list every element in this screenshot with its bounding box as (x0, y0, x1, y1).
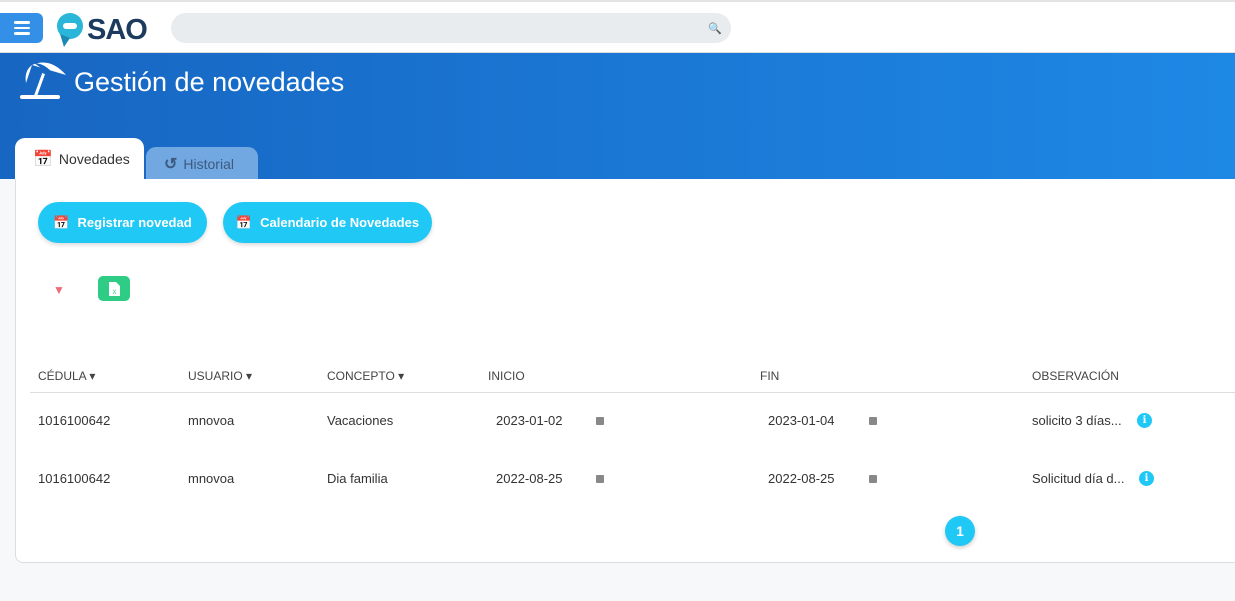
calendar-icon: 📅 (33, 151, 53, 168)
tab-historial[interactable]: ↺ Historial (146, 147, 258, 180)
info-icon[interactable]: i (1137, 413, 1152, 428)
column-header-cedula[interactable]: CÉDULA ▾ (38, 369, 96, 383)
column-header-usuario[interactable]: USUARIO ▾ (188, 369, 253, 383)
header-divider (30, 392, 1235, 393)
column-header-observacion: OBSERVACIÓN (1032, 369, 1119, 383)
top-bar: SAO 🔍 (0, 0, 1235, 53)
pagination-page-1[interactable]: 1 (945, 516, 975, 546)
content-card (15, 179, 1235, 563)
logo[interactable]: SAO (55, 12, 148, 48)
calendar-icon (869, 417, 877, 425)
export-excel-button[interactable]: X (98, 276, 130, 301)
column-header-inicio: INICIO (488, 369, 525, 383)
calendar-icon (596, 475, 604, 483)
umbrella-beach-icon (20, 62, 66, 99)
tab-novedades[interactable]: 📅 Novedades (15, 138, 144, 180)
column-header-fin: FIN (760, 369, 780, 383)
register-novedad-button[interactable]: 📅 Registrar novedad (38, 202, 207, 243)
sort-icon: ▾ (89, 369, 96, 383)
search-icon[interactable]: 🔍 (708, 23, 722, 35)
column-header-concepto[interactable]: CONCEPTO ▾ (327, 369, 405, 383)
chat-bubble-icon (57, 13, 83, 47)
search-input[interactable] (171, 13, 731, 43)
sort-icon: ▾ (246, 369, 253, 383)
calendar-icon (596, 417, 604, 425)
sort-icon: ▾ (398, 369, 405, 383)
calendar-novedades-button[interactable]: 📅 Calendario de Novedades (223, 202, 432, 243)
clear-filter-icon[interactable]: ▼ (53, 283, 65, 297)
file-excel-icon: X (108, 281, 120, 296)
page-title: Gestión de novedades (74, 67, 345, 97)
calendar-icon: 📅 (235, 214, 253, 230)
info-icon[interactable]: i (1139, 471, 1154, 486)
calendar-plus-icon: 📅 (53, 214, 70, 230)
calendar-icon (869, 475, 877, 483)
svg-text:X: X (112, 290, 116, 296)
history-icon: ↺ (164, 155, 178, 173)
menu-button[interactable] (0, 13, 43, 43)
